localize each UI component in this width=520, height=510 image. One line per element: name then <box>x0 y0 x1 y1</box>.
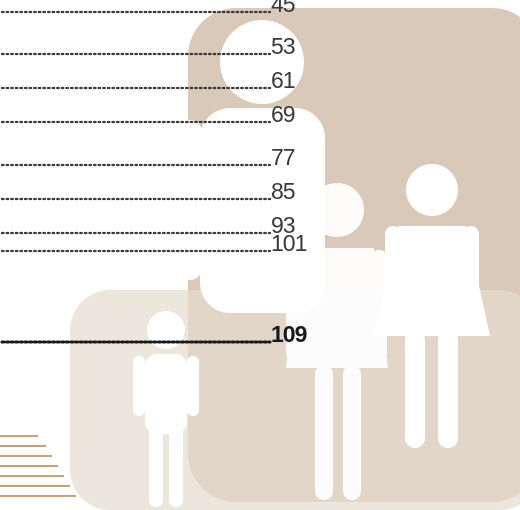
family-illustration <box>0 8 520 510</box>
page-number[interactable]: 45 <box>271 0 295 17</box>
stripes <box>0 436 76 496</box>
page-number[interactable]: 77 <box>271 144 295 170</box>
page-number[interactable]: 53 <box>271 33 295 59</box>
page-number[interactable]: 85 <box>271 178 295 204</box>
page-number[interactable]: 61 <box>271 67 295 93</box>
page-number[interactable]: 69 <box>271 101 295 127</box>
page-number[interactable]: 101 <box>271 230 307 256</box>
page-number[interactable]: 109 <box>271 321 307 347</box>
toc-page: 45536169778593101109 <box>0 0 520 510</box>
page: {"toc": {"entries": [{"page": 45}, {"pag… <box>0 0 520 510</box>
